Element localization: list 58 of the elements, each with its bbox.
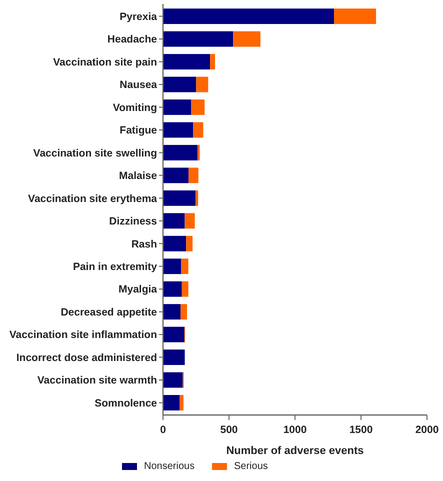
y-tick-label: Nausea bbox=[120, 79, 158, 92]
bar bbox=[163, 76, 196, 92]
y-tick-label: Rash bbox=[131, 238, 157, 250]
y-tick-label: Pain in extremity bbox=[72, 261, 158, 274]
x-tick-label: 0 bbox=[160, 424, 166, 436]
bar bbox=[180, 394, 184, 410]
bar bbox=[163, 54, 210, 70]
bar bbox=[163, 190, 196, 206]
bar bbox=[180, 304, 188, 320]
bar bbox=[163, 122, 194, 138]
y-tick-label: Myalgia bbox=[118, 284, 158, 296]
bar bbox=[163, 304, 181, 320]
bar bbox=[184, 213, 195, 229]
x-tick-label: 1500 bbox=[349, 424, 373, 436]
bar bbox=[182, 281, 188, 297]
y-tick-label: Vaccination site pain bbox=[53, 56, 157, 68]
y-tick-label: Malaise bbox=[119, 170, 158, 182]
y-tick-label: Dizziness bbox=[109, 216, 158, 228]
bar bbox=[191, 99, 205, 115]
bar bbox=[163, 350, 185, 365]
bar bbox=[163, 31, 234, 47]
y-tick-label: Decreased appetite bbox=[60, 306, 158, 318]
bar bbox=[181, 258, 188, 274]
y-tick-label: Vomiting bbox=[112, 102, 157, 114]
bar bbox=[193, 122, 204, 138]
bar bbox=[163, 236, 186, 252]
legend-label: Nonserious bbox=[144, 461, 195, 472]
x-axis-title: Number of adverse events bbox=[226, 445, 364, 457]
bar bbox=[163, 168, 189, 184]
x-tick-label: 500 bbox=[220, 424, 238, 436]
bar bbox=[186, 236, 193, 252]
bar bbox=[163, 8, 334, 24]
bar bbox=[163, 213, 185, 229]
bar bbox=[163, 326, 184, 342]
bar bbox=[188, 168, 198, 184]
legend-label: Serious bbox=[234, 461, 268, 472]
y-tick-label: Fatigue bbox=[120, 124, 158, 137]
bar bbox=[163, 144, 198, 160]
bar bbox=[163, 281, 182, 297]
y-tick-label: Vaccination site inflammation bbox=[9, 329, 157, 342]
bar bbox=[163, 99, 192, 115]
bar bbox=[163, 394, 180, 410]
bar bbox=[163, 258, 182, 274]
bar bbox=[195, 190, 198, 206]
bar bbox=[334, 8, 376, 24]
y-tick-label: Pyrexia bbox=[120, 10, 158, 23]
bar bbox=[196, 76, 208, 92]
bar bbox=[163, 372, 183, 388]
y-tick-label: Incorrect dose administered bbox=[16, 352, 157, 364]
y-tick-label: Vaccination site warmth bbox=[37, 374, 157, 387]
x-tick-label: 2000 bbox=[415, 424, 439, 436]
bar bbox=[210, 54, 216, 70]
y-tick-label: Somnolence bbox=[94, 397, 158, 410]
y-tick-label: Vaccination site swelling bbox=[33, 147, 157, 160]
y-tick-label: Vaccination site erythema bbox=[28, 192, 158, 205]
bar bbox=[233, 31, 260, 47]
y-tick-label: Headache bbox=[107, 34, 158, 46]
x-tick-label: 1000 bbox=[283, 424, 307, 436]
